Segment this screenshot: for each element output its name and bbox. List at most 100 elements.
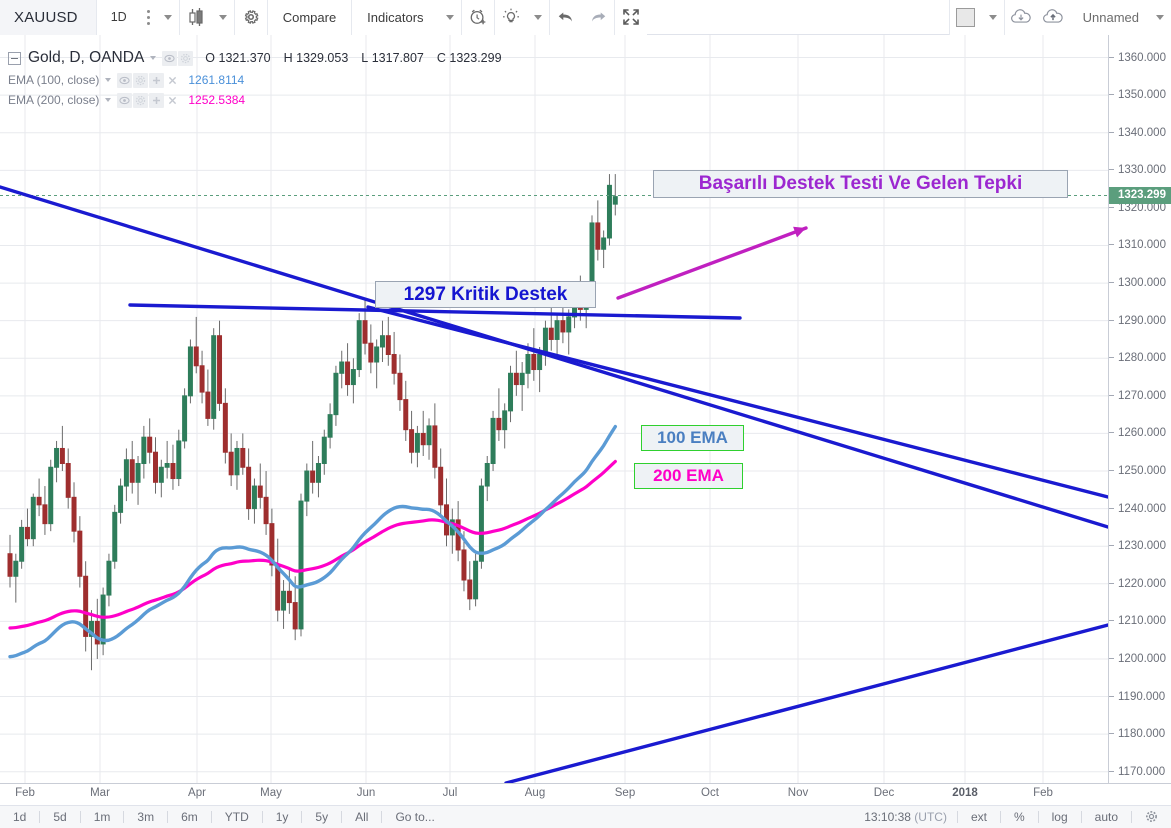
toolbar-divider <box>95 0 97 35</box>
undo-arrow-icon[interactable] <box>549 0 582 35</box>
toolbar-divider <box>948 0 950 35</box>
range-button-1y[interactable]: 1y <box>275 810 289 824</box>
study-icons <box>117 72 180 88</box>
bottom-bar-divider <box>167 811 169 823</box>
range-button-ytd[interactable]: YTD <box>224 810 249 824</box>
go-to-button[interactable]: Go to... <box>395 810 435 824</box>
toggle-ext[interactable]: ext <box>970 810 987 824</box>
horizontal-support-1297 <box>128 303 742 320</box>
price-axis[interactable]: 1360.000 1350.000 1340.000 1330.000 1320.000… <box>1108 35 1171 783</box>
bottom-bar-divider <box>261 811 263 823</box>
time-tick: Feb <box>1033 787 1053 799</box>
toolbar-divider <box>233 0 235 35</box>
study-chevron-down-icon[interactable] <box>105 98 112 102</box>
legend-title[interactable]: Gold, D, OANDA <box>28 49 145 66</box>
collapse-legend-icon[interactable] <box>8 51 21 65</box>
close-icon[interactable] <box>165 93 180 108</box>
price-tick: 1330.000 <box>1109 163 1171 177</box>
toolbar-divider <box>266 0 268 35</box>
bottom-bar-divider <box>301 811 303 823</box>
eye-icon[interactable] <box>117 72 133 88</box>
ema200-line <box>8 459 617 630</box>
study-icons <box>117 92 180 108</box>
price-tick: 1290.000 <box>1109 314 1171 328</box>
redo-arrow-icon[interactable] <box>581 0 614 35</box>
study-chevron-down-icon[interactable] <box>105 78 112 82</box>
time-axis[interactable]: Feb Mar Apr May Jun Jul Aug Sep Oct Nov Dec 2018 Feb <box>0 783 1171 805</box>
toggle-auto[interactable]: auto <box>1094 810 1118 824</box>
fullscreen-expand-icon[interactable] <box>614 0 647 35</box>
bottom-bar-divider <box>956 811 958 823</box>
plus-icon[interactable] <box>149 92 165 108</box>
lightbulb-icon[interactable] <box>494 0 527 35</box>
annotation-support-note[interactable]: 1297 Kritik Destek <box>375 281 596 308</box>
toggle-percent[interactable]: % <box>1013 810 1025 824</box>
study-name[interactable]: EMA (200, close) <box>8 93 100 107</box>
gear-icon[interactable] <box>178 50 194 66</box>
time-tick: May <box>260 787 282 799</box>
symbol-button[interactable]: XAUUSD <box>0 0 96 35</box>
price-tick: 1260.000 <box>1109 426 1171 440</box>
lower-ascending-trendline <box>504 623 1108 783</box>
plus-icon[interactable] <box>149 72 165 88</box>
bottom-bar-divider <box>1080 811 1082 823</box>
eye-icon[interactable] <box>162 50 178 66</box>
indicators-chevron-down-icon[interactable] <box>438 0 461 35</box>
cloud-download-icon[interactable] <box>1004 0 1037 35</box>
price-tick: 1250.000 <box>1109 464 1171 478</box>
chart-canvas <box>0 35 1108 783</box>
time-tick: Jul <box>442 787 458 799</box>
more-vertical-dots-icon[interactable] <box>140 0 157 35</box>
time-tick: Feb <box>15 787 35 799</box>
annotation-ema200-note[interactable]: 200 EMA <box>634 463 743 489</box>
candlestick-style-icon[interactable] <box>179 0 212 35</box>
chart-grid <box>0 35 1108 783</box>
ohlc-low: L 1317.807 <box>361 51 424 65</box>
gear-icon[interactable] <box>234 0 267 35</box>
layout-chevron-down-icon[interactable] <box>1149 0 1171 35</box>
price-tick: 1310.000 <box>1109 238 1171 252</box>
study-value: 1261.8114 <box>188 73 245 87</box>
price-tick: 1180.000 <box>1109 727 1171 741</box>
study-value: 1252.5384 <box>188 93 246 107</box>
time-tick: Jun <box>356 787 376 799</box>
mid-descending-trendline <box>366 305 1108 499</box>
price-tick: 1240.000 <box>1109 502 1171 516</box>
close-icon[interactable] <box>165 73 180 88</box>
gear-icon[interactable] <box>1132 806 1171 828</box>
toggle-log[interactable]: log <box>1051 810 1068 824</box>
range-button-5y[interactable]: 5y <box>315 810 329 824</box>
range-button-6m[interactable]: 6m <box>181 810 198 824</box>
interval-chevron-down-icon[interactable] <box>156 0 179 35</box>
annotation-ema100-note[interactable]: 100 EMA <box>641 425 744 451</box>
range-button-5d[interactable]: 5d <box>53 810 67 824</box>
compare-button[interactable]: Compare <box>267 0 352 35</box>
price-tick: 1360.000 <box>1109 51 1171 65</box>
annotation-resistance-note[interactable]: Başarılı Destek Testi Ve Gelen Tepki <box>653 170 1068 198</box>
eye-icon[interactable] <box>117 92 133 108</box>
bottom-status-bar: 1d 5d 1m 3m 6m YTD 1y 5y All Go to... 13:10:38 (UT… <box>0 805 1171 828</box>
range-button-all[interactable]: All <box>355 810 369 824</box>
price-tick: 1190.000 <box>1109 690 1171 704</box>
ohlc-values: O 1321.370 H 1329.053 L 1317.807 C 1323.… <box>205 51 501 65</box>
chart-style-chevron-down-icon[interactable] <box>211 0 234 35</box>
gear-icon[interactable] <box>133 92 149 108</box>
interval-button[interactable]: 1D <box>96 0 141 35</box>
cloud-upload-icon[interactable] <box>1036 0 1069 35</box>
range-button-1m[interactable]: 1m <box>93 810 111 824</box>
gear-icon[interactable] <box>133 72 149 88</box>
layout-name-button[interactable]: Unnamed <box>1068 0 1149 35</box>
lightbulb-chevron-down-icon[interactable] <box>526 0 549 35</box>
legend-main-row: Gold, D, OANDA O 1321.370 H 1329.053 L 1… <box>8 46 502 70</box>
price-tick: 1320.000 <box>1109 201 1171 215</box>
range-button-3m[interactable]: 3m <box>137 810 155 824</box>
color-swatch-icon[interactable] <box>949 0 982 35</box>
range-button-1d[interactable]: 1d <box>13 810 27 824</box>
indicators-button[interactable]: Indicators <box>352 0 439 35</box>
legend-main-icons <box>162 50 194 66</box>
swatch-chevron-down-icon[interactable] <box>981 0 1004 35</box>
alarm-clock-plus-icon[interactable] <box>461 0 494 35</box>
legend-chevron-down-icon[interactable] <box>150 56 157 60</box>
study-name[interactable]: EMA (100, close) <box>8 73 100 87</box>
chart-pane[interactable] <box>0 35 1108 783</box>
